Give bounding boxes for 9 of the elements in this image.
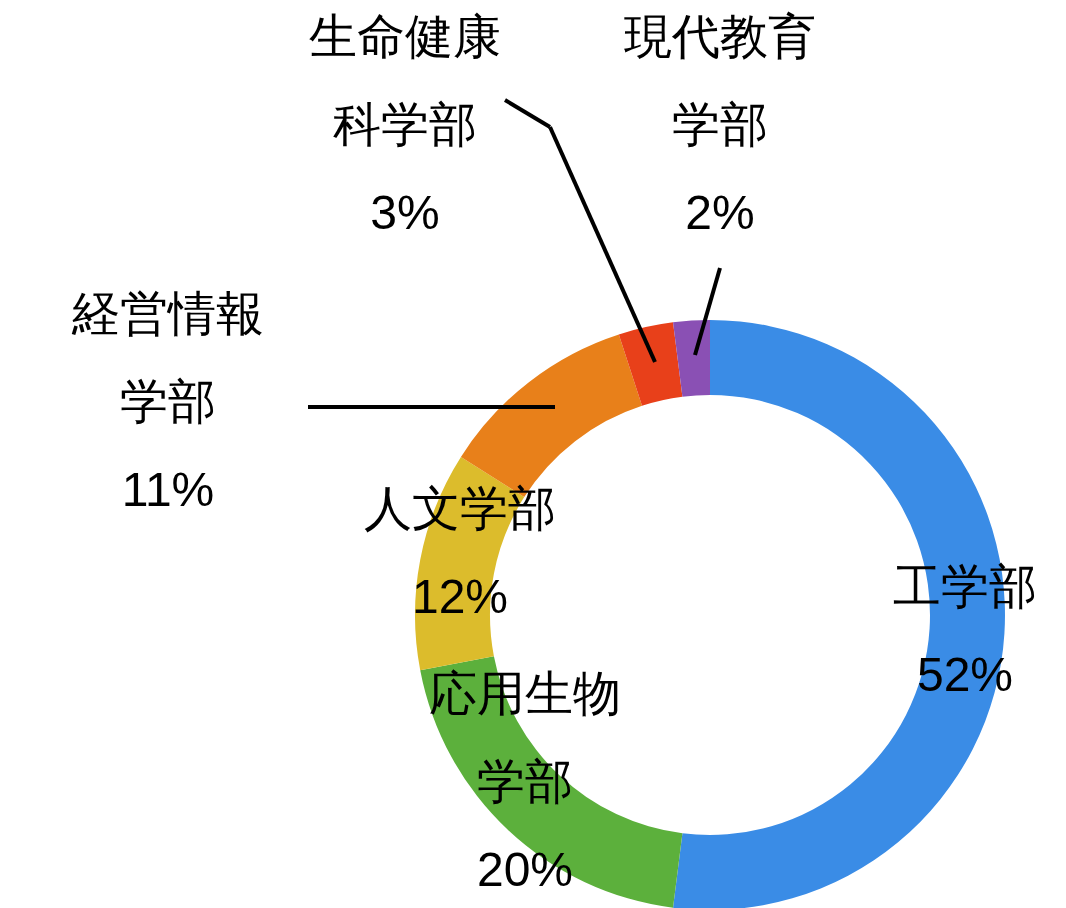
data-label: 20% [476, 843, 574, 896]
data-label: 3% [370, 186, 440, 239]
slice-label: 生命健康科学部 [309, 10, 501, 151]
donut-slice [673, 320, 710, 397]
data-label: 11% [121, 463, 215, 516]
slice-label: 経営情報学部 [71, 287, 264, 428]
slice-label: 現代教育学部 [624, 10, 816, 151]
donut-slice [618, 322, 683, 406]
data-label: 2% [685, 186, 755, 239]
